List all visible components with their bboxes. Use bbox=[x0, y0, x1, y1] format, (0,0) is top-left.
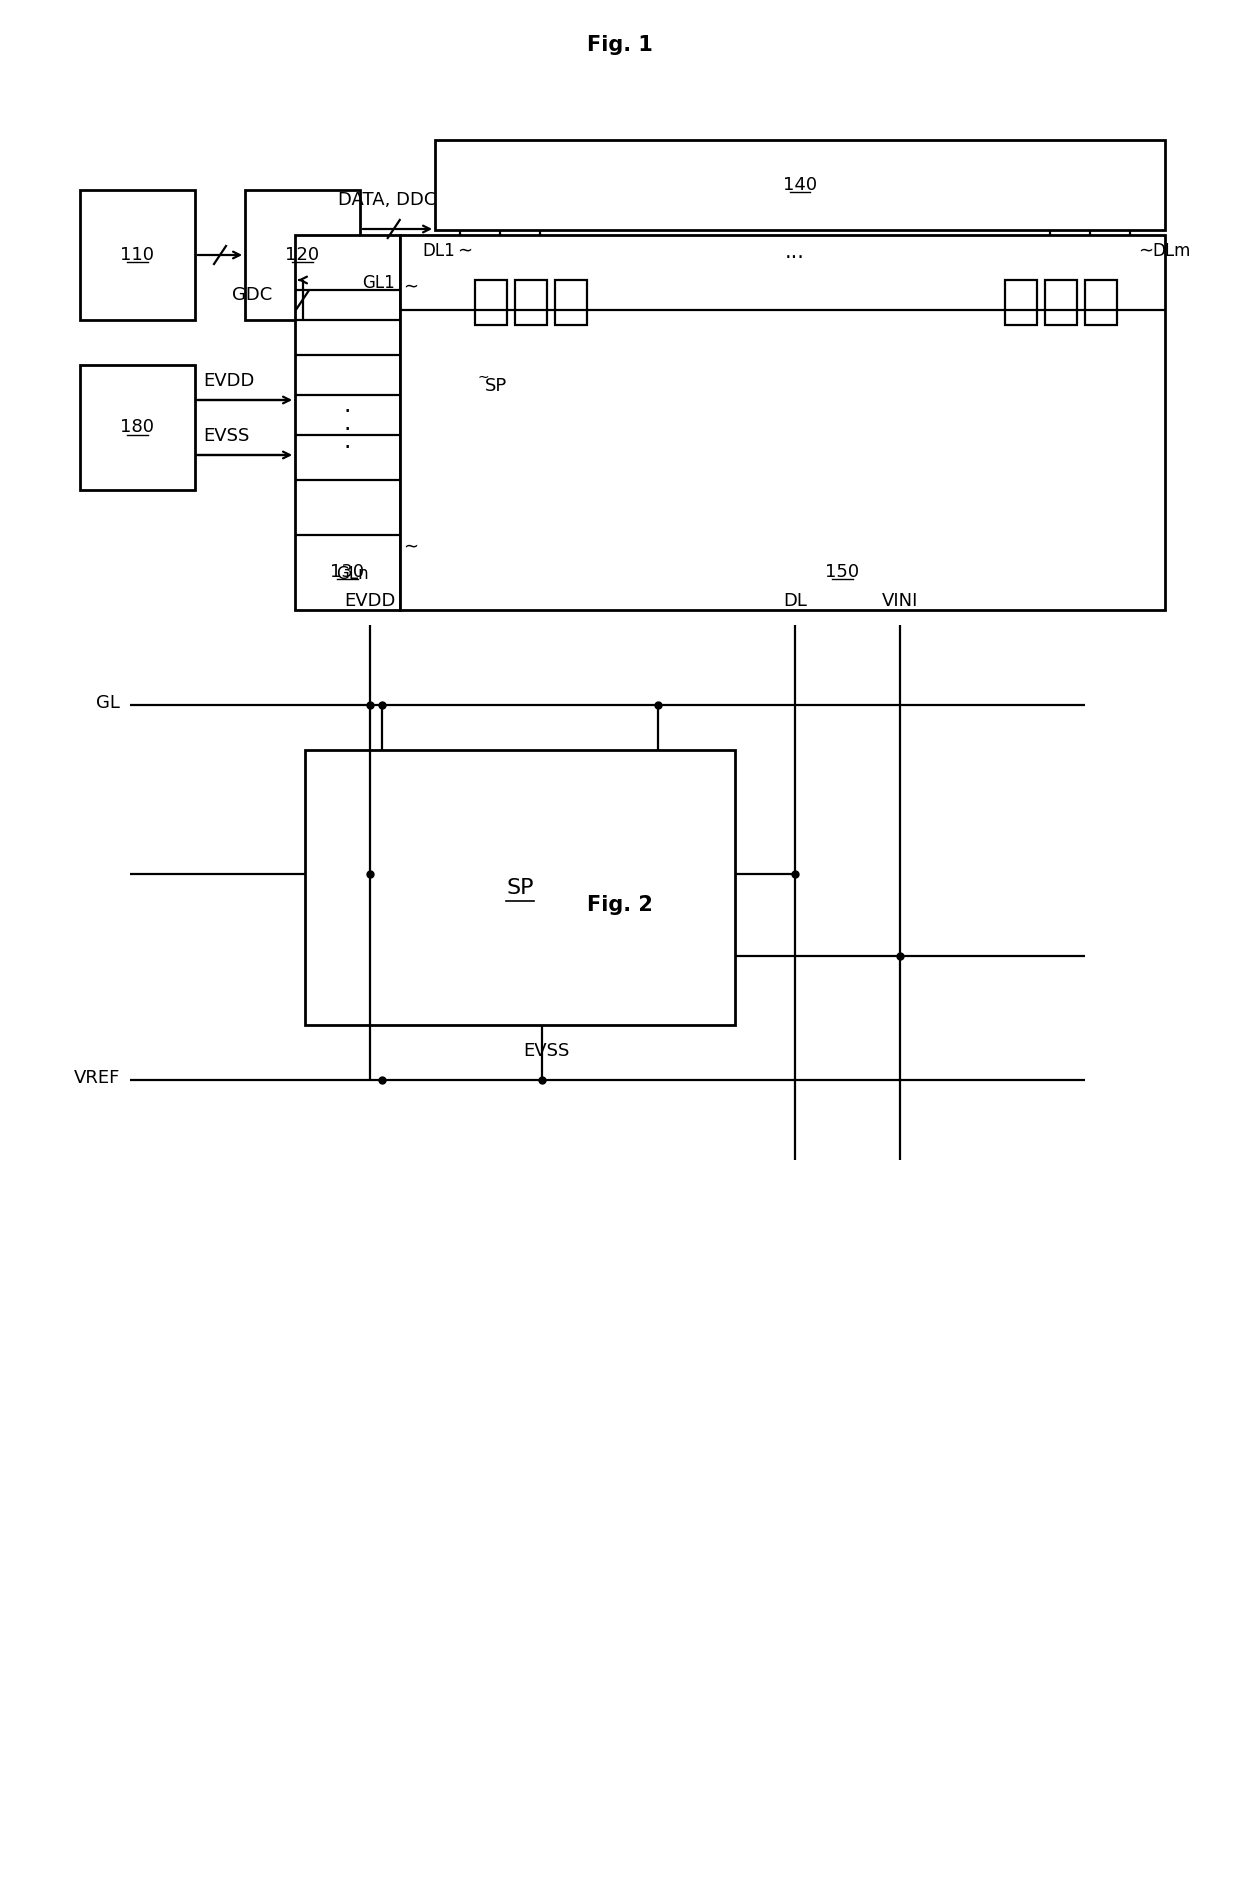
Bar bbox=[81, 190, 195, 320]
Text: .: . bbox=[343, 393, 351, 417]
Text: Fig. 2: Fig. 2 bbox=[587, 895, 653, 916]
Bar bbox=[81, 365, 195, 491]
Text: VREF: VREF bbox=[73, 1070, 120, 1087]
Text: EVDD: EVDD bbox=[203, 372, 254, 389]
Text: 180: 180 bbox=[120, 419, 155, 436]
Bar bbox=[401, 235, 1166, 609]
Bar bbox=[556, 280, 587, 325]
Text: GDC: GDC bbox=[232, 286, 273, 305]
Text: DATA, DDC: DATA, DDC bbox=[339, 192, 436, 209]
Text: ∼: ∼ bbox=[403, 538, 418, 556]
Text: VINI: VINI bbox=[882, 592, 918, 609]
Text: ...: ... bbox=[785, 243, 805, 261]
Text: 140: 140 bbox=[782, 177, 817, 194]
Text: EVSS: EVSS bbox=[203, 427, 249, 446]
Text: .: . bbox=[343, 429, 351, 453]
Text: 120: 120 bbox=[285, 246, 320, 263]
Text: ∼: ∼ bbox=[1138, 243, 1153, 259]
Text: ∼: ∼ bbox=[458, 243, 472, 259]
Text: SP: SP bbox=[485, 378, 507, 395]
Text: GL: GL bbox=[97, 694, 120, 713]
Bar bbox=[1004, 280, 1037, 325]
Text: 150: 150 bbox=[826, 562, 859, 581]
Bar bbox=[1085, 280, 1117, 325]
Text: GL1: GL1 bbox=[362, 274, 396, 291]
Text: DL: DL bbox=[784, 592, 807, 609]
Text: DL1: DL1 bbox=[422, 243, 455, 259]
Text: .: . bbox=[343, 410, 351, 434]
Bar bbox=[246, 190, 360, 320]
Text: DLm: DLm bbox=[1152, 243, 1190, 259]
Bar bbox=[435, 139, 1166, 229]
Text: 110: 110 bbox=[120, 246, 155, 263]
Bar bbox=[475, 280, 507, 325]
Text: 130: 130 bbox=[330, 562, 365, 581]
Text: EVDD: EVDD bbox=[345, 592, 396, 609]
Bar bbox=[305, 750, 735, 1025]
Text: ∼: ∼ bbox=[403, 278, 418, 295]
Text: EVSS: EVSS bbox=[523, 1042, 569, 1060]
Bar bbox=[295, 235, 401, 609]
Text: GLn: GLn bbox=[336, 566, 368, 583]
Text: ∼: ∼ bbox=[477, 370, 490, 384]
Bar bbox=[515, 280, 547, 325]
Text: SP: SP bbox=[506, 878, 533, 897]
Bar bbox=[1045, 280, 1078, 325]
Text: Fig. 1: Fig. 1 bbox=[587, 36, 653, 55]
